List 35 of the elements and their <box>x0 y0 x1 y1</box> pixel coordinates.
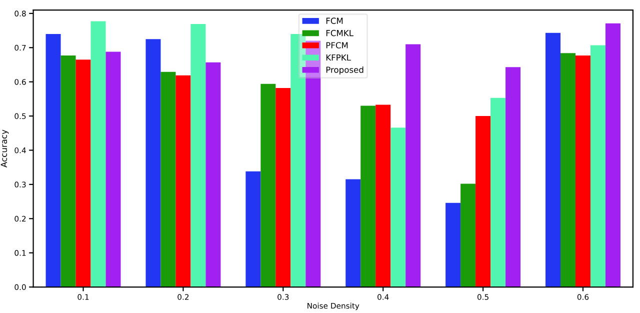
bar <box>546 32 560 288</box>
legend-label: FCMKL <box>326 30 354 36</box>
bar <box>160 72 176 288</box>
bar <box>406 44 421 288</box>
bar <box>560 53 576 288</box>
bar <box>476 116 491 288</box>
legend-label: KFPKL <box>326 54 351 61</box>
bar <box>90 21 106 288</box>
bar <box>46 34 61 288</box>
bar <box>206 62 221 288</box>
bar <box>490 98 506 288</box>
bar <box>376 104 391 288</box>
bar <box>106 52 121 288</box>
bar <box>190 24 206 288</box>
bar <box>575 56 590 288</box>
y-axis-title: Accuracy <box>0 130 9 168</box>
legend-label: Proposed <box>326 66 364 75</box>
bar <box>306 40 321 288</box>
bar <box>76 60 91 288</box>
legend-label: FCM <box>326 18 343 24</box>
bar <box>176 75 191 288</box>
bar <box>246 171 261 288</box>
bar <box>605 23 620 288</box>
bar <box>276 88 291 288</box>
bar <box>390 128 406 288</box>
bar <box>360 106 376 288</box>
bar <box>446 202 461 288</box>
legend-label: PFCM <box>326 42 348 48</box>
bar <box>460 184 476 288</box>
bar <box>60 56 76 288</box>
bar <box>506 67 521 288</box>
bar <box>146 39 161 288</box>
bar <box>590 45 606 288</box>
bar <box>346 179 361 288</box>
bar <box>260 84 276 288</box>
